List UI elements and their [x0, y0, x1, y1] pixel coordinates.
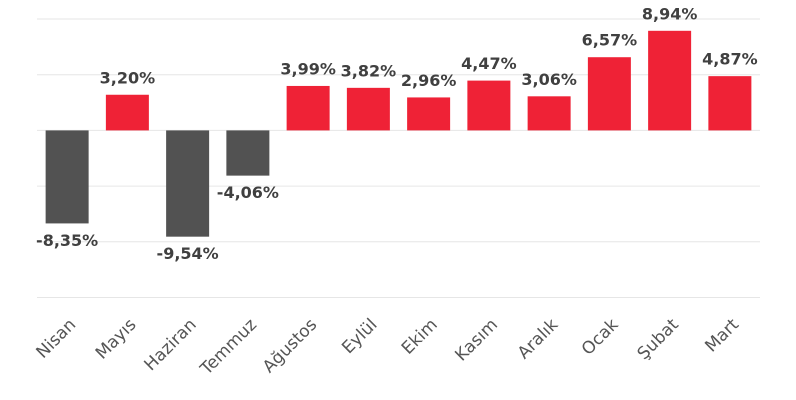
- value-label: 2,96%: [401, 71, 457, 90]
- value-label: -8,35%: [36, 231, 98, 250]
- bar: [45, 130, 89, 224]
- value-label: 4,47%: [461, 54, 517, 73]
- bar: [105, 94, 149, 131]
- x-tick-label: Ağustos: [259, 315, 321, 377]
- x-tick-label: Mart: [701, 315, 743, 357]
- x-tick-label: Kasım: [451, 315, 502, 366]
- bar: [467, 80, 511, 131]
- bar: [648, 30, 692, 131]
- bar: [708, 76, 752, 131]
- x-tick-label: Eylül: [338, 315, 381, 358]
- x-tick-label: Şubat: [634, 315, 683, 364]
- bar: [166, 130, 210, 237]
- x-tick-label: Haziran: [141, 315, 201, 375]
- value-label: 3,06%: [521, 70, 577, 89]
- value-label: 3,82%: [341, 61, 397, 80]
- bar: [407, 97, 451, 131]
- value-label: 3,20%: [100, 68, 156, 87]
- bar: [346, 87, 390, 131]
- value-label: 6,57%: [582, 31, 638, 50]
- value-label: 3,99%: [280, 59, 336, 78]
- value-label: 8,94%: [642, 4, 698, 23]
- value-label: 4,87%: [702, 50, 758, 69]
- x-tick-label: Ocak: [578, 315, 623, 360]
- bar: [286, 85, 330, 131]
- x-tick-label: Ekim: [398, 315, 442, 359]
- bar: [587, 57, 631, 131]
- x-tick-label: Temmuz: [196, 315, 261, 380]
- bar: [527, 96, 571, 131]
- value-label: -9,54%: [157, 244, 219, 263]
- x-tick-label: Aralık: [514, 315, 562, 363]
- x-tick-label: Nisan: [32, 315, 80, 363]
- value-label: -4,06%: [217, 183, 279, 202]
- x-tick-label: Mayıs: [92, 315, 141, 364]
- bar: [226, 130, 270, 176]
